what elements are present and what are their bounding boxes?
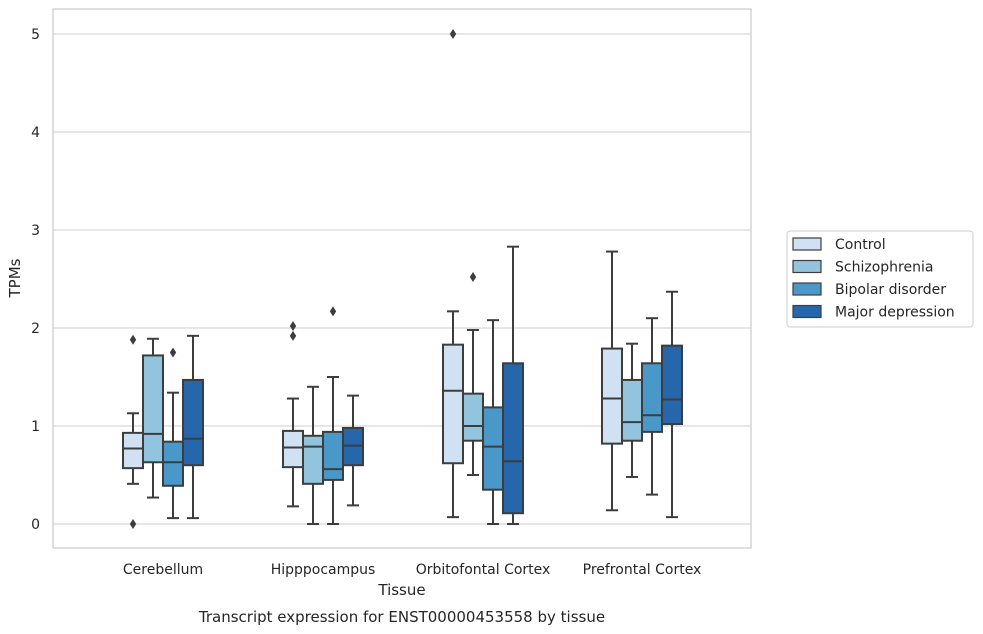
outlier-point: [129, 519, 137, 529]
legend-frame: [786, 230, 974, 328]
outlier-point: [289, 321, 297, 332]
legend-entry-label: Major depression: [835, 305, 955, 321]
outlier-point: [289, 330, 297, 341]
plot-area-background: [53, 9, 751, 548]
x-tick-label: Hipppocampus: [271, 562, 376, 578]
legend: Control Schizophrenia Bipolar disorder Majo…: [786, 230, 974, 328]
iqr-box: [122, 431, 144, 470]
y-tick-label: 1: [31, 419, 40, 435]
iqr-box: [502, 362, 524, 515]
x-tick-label: Prefrontal Cortex: [583, 562, 702, 578]
iqr-box: [601, 347, 623, 445]
iqr-box: [162, 440, 184, 487]
plot-area-frame: [52, 8, 752, 549]
legend-entry-label: Schizophrenia: [835, 260, 933, 276]
y-tick-labels: 0 1 2 3 4 5: [31, 27, 40, 533]
y-tick-label: 0: [31, 517, 40, 533]
outlier-point: [469, 272, 477, 283]
legend-swatch: [792, 259, 822, 274]
y-tick-label: 4: [31, 125, 40, 141]
chart-caption: Transcript expression for ENST0000045355…: [198, 608, 605, 626]
iqr-box: [462, 392, 484, 442]
iqr-box: [302, 434, 324, 485]
iqr-box: [182, 378, 204, 467]
series-0: [122, 29, 623, 529]
y-axis-label: TPMs: [6, 258, 24, 298]
series-1: [142, 272, 643, 525]
gridlines: [53, 33, 751, 525]
series-3: [182, 245, 683, 525]
x-tick-label: Cerebellum: [123, 562, 203, 578]
outlier-point: [129, 334, 137, 345]
x-tick-labels: Cerebellum Hipppocampus Orbitofontal Corte…: [123, 562, 701, 578]
y-tick-label: 3: [31, 223, 40, 239]
iqr-box: [661, 344, 683, 426]
iqr-box: [641, 362, 663, 433]
outlier-point: [449, 29, 457, 39]
y-tick-label: 5: [31, 27, 40, 43]
x-tick-label: Orbitofontal Cortex: [416, 562, 551, 578]
legend-swatch: [792, 304, 822, 319]
iqr-box: [322, 430, 344, 481]
iqr-box: [482, 406, 504, 491]
outlier-point: [169, 347, 177, 358]
iqr-box: [282, 429, 304, 469]
legend-swatch: [792, 237, 822, 251]
iqr-box: [621, 378, 643, 442]
outlier-point: [329, 306, 337, 317]
iqr-box: [442, 343, 464, 465]
legend-entry-label: Control: [835, 237, 886, 253]
x-axis-label: Tissue: [377, 581, 425, 599]
legend-swatch: [792, 282, 822, 296]
iqr-box: [142, 354, 164, 464]
box-series-layer: [122, 29, 683, 529]
legend-entry-label: Bipolar disorder: [835, 282, 946, 298]
y-tick-label: 2: [31, 321, 40, 337]
